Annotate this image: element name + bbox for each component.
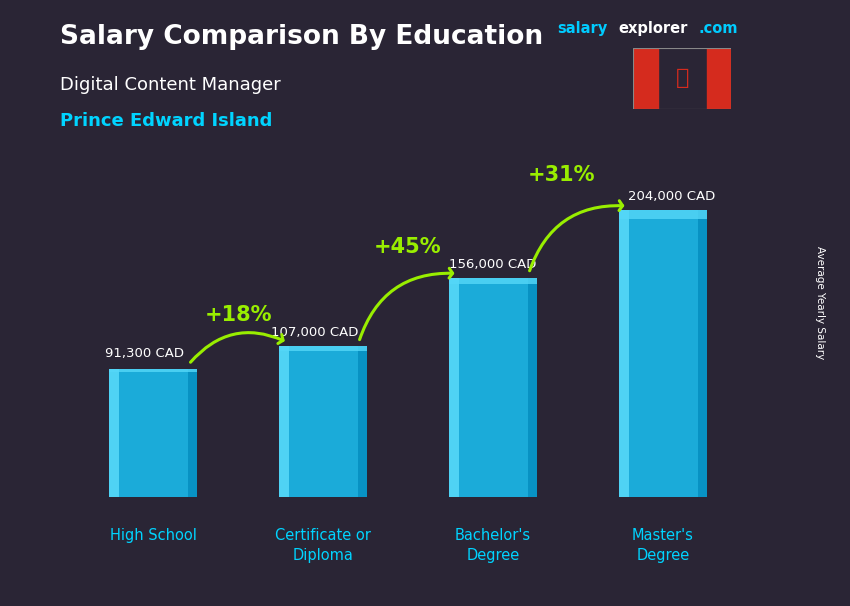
Bar — [279, 347, 289, 497]
Text: +45%: +45% — [374, 236, 442, 256]
Bar — [633, 48, 658, 109]
Text: Salary Comparison By Education: Salary Comparison By Education — [60, 24, 542, 50]
Text: 🍁: 🍁 — [676, 68, 688, 88]
Bar — [279, 347, 367, 351]
Bar — [449, 278, 537, 284]
Text: explorer: explorer — [619, 21, 688, 36]
Bar — [189, 368, 197, 497]
Text: 156,000 CAD: 156,000 CAD — [450, 258, 536, 270]
Bar — [449, 278, 537, 497]
Text: salary: salary — [557, 21, 607, 36]
Text: Digital Content Manager: Digital Content Manager — [60, 76, 280, 94]
Text: 107,000 CAD: 107,000 CAD — [271, 327, 358, 339]
Bar — [279, 347, 367, 497]
Bar — [619, 210, 707, 219]
Text: +31%: +31% — [527, 165, 595, 185]
Bar — [109, 368, 119, 497]
Bar — [109, 368, 197, 373]
Text: Master's
Degree: Master's Degree — [632, 528, 694, 562]
Text: 91,300 CAD: 91,300 CAD — [105, 347, 184, 360]
Text: High School: High School — [110, 528, 196, 543]
Bar — [699, 210, 707, 497]
Bar — [449, 278, 459, 497]
Text: Average Yearly Salary: Average Yearly Salary — [815, 247, 825, 359]
Bar — [706, 48, 731, 109]
Bar — [359, 347, 367, 497]
Bar — [109, 368, 197, 497]
Text: Prince Edward Island: Prince Edward Island — [60, 112, 272, 130]
Text: Certificate or
Diploma: Certificate or Diploma — [275, 528, 371, 562]
Bar — [529, 278, 537, 497]
Bar — [619, 210, 629, 497]
Text: Bachelor's
Degree: Bachelor's Degree — [455, 528, 531, 562]
Bar — [619, 210, 707, 497]
Text: +18%: +18% — [204, 305, 272, 325]
Text: .com: .com — [699, 21, 738, 36]
Text: 204,000 CAD: 204,000 CAD — [628, 190, 715, 203]
